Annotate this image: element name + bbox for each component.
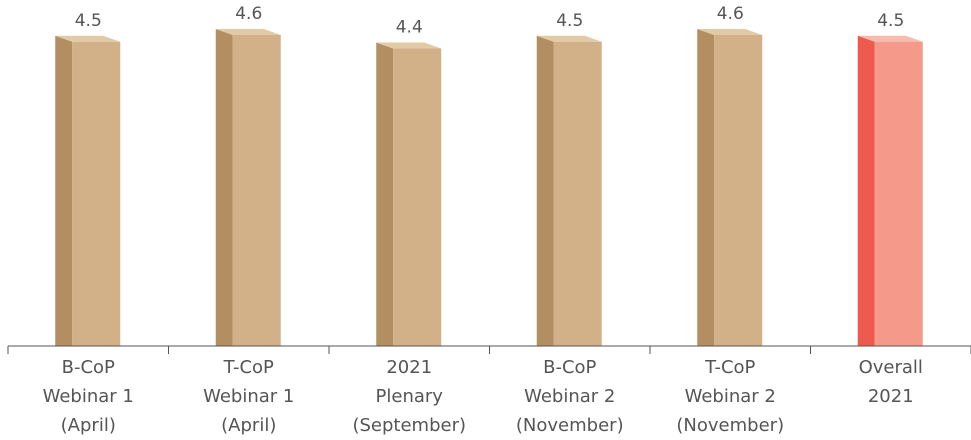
category-label-line: (September) (352, 415, 466, 436)
bar-front-face (72, 41, 121, 347)
bar (857, 35, 923, 347)
category-label-line: B-CoP (62, 357, 115, 378)
bar (697, 29, 763, 346)
value-label: 4.4 (396, 18, 423, 38)
value-label: 4.6 (235, 4, 262, 24)
bar-front-face (553, 41, 602, 347)
bar (215, 29, 281, 346)
category-label: B-CoP Webinar 1 (April) (43, 357, 134, 436)
value-label: 4.5 (877, 11, 904, 31)
bar (536, 35, 602, 347)
bar-top-face (215, 29, 281, 35)
category-label: T-CoP Webinar 2 (November) (676, 357, 784, 436)
category-label-line: (April) (61, 415, 116, 436)
category-label: 2021 Plenary (September) (352, 357, 466, 436)
category-label-line: 2021 (386, 357, 432, 378)
bar-side-face (857, 35, 875, 347)
bar-top-face (376, 42, 442, 49)
bar-top-face (697, 29, 763, 35)
bar-front-face (232, 35, 281, 346)
bar-side-face (697, 29, 715, 346)
category-labels-group: B-CoP Webinar 1 (April) T-CoP Webinar 1 (Apri… (43, 357, 923, 436)
bar-side-face (376, 42, 394, 347)
category-label-line: (November) (516, 415, 624, 436)
value-label: 4.6 (717, 4, 744, 24)
category-label-line: Plenary (376, 386, 444, 407)
category-label-line: Webinar 2 (685, 386, 776, 407)
bar-side-face (536, 35, 554, 347)
category-label-line: T-CoP (704, 357, 755, 378)
x-axis-ticks (7, 346, 971, 354)
bar (55, 35, 121, 347)
category-label-line: B-CoP (543, 357, 596, 378)
bar-top-face (55, 35, 121, 42)
bar-top-face (857, 35, 923, 42)
category-label: B-CoP Webinar 2 (November) (516, 357, 624, 436)
bar-front-face (874, 41, 923, 347)
bar-side-face (55, 35, 73, 347)
category-label-line: 2021 (868, 386, 914, 407)
bars-group (55, 29, 923, 347)
bar-top-face (536, 35, 602, 42)
category-label-line: Webinar 1 (43, 386, 134, 407)
bar (376, 42, 442, 347)
category-label-line: T-CoP (223, 357, 274, 378)
value-label: 4.5 (75, 11, 102, 31)
category-label-line: Webinar 1 (203, 386, 294, 407)
category-label-line: (November) (676, 415, 784, 436)
bar-side-face (215, 29, 233, 346)
category-label: T-CoP Webinar 1 (April) (203, 357, 294, 436)
bar-front-face (393, 48, 442, 347)
category-label-line: (April) (221, 415, 276, 436)
bar-front-face (714, 35, 763, 346)
value-label: 4.5 (556, 11, 583, 31)
value-labels-group: 4.5 4.6 4.4 4.5 4.6 4.5 (75, 4, 905, 38)
category-label-line: Overall (859, 357, 923, 378)
category-label-line: Webinar 2 (524, 386, 615, 407)
category-label: Overall 2021 (859, 357, 923, 407)
